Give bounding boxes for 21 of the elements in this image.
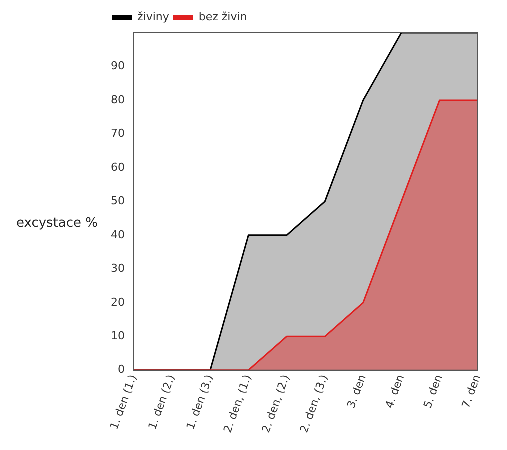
y-axis-title: excystace %	[15, 216, 98, 230]
y-tick-label: 50	[110, 194, 125, 208]
legend-label: živiny	[138, 10, 170, 24]
y-tick-label: 20	[110, 296, 125, 309]
x-tick-label: 1. den (2.)	[146, 373, 178, 432]
y-tick-label: 70	[110, 127, 125, 140]
y-tick-label: 40	[110, 228, 125, 242]
y-tick-label: 60	[110, 160, 125, 174]
x-tick-label: 3. den	[344, 373, 369, 410]
legend-label: bez živin	[198, 10, 248, 24]
x-tick-label: 2. den, (3.)	[298, 373, 331, 435]
x-tick-label: 1. den (3.)	[184, 373, 216, 432]
x-tick-label: 5. den	[421, 373, 446, 410]
y-tick-label: 10	[110, 329, 125, 342]
y-tick-label: 30	[110, 262, 125, 276]
x-tick-label: 4. den	[382, 373, 408, 410]
y-tick-label: 90	[110, 60, 125, 73]
y-tick-label: 80	[110, 93, 125, 106]
x-tick-label: 2. den, (2.)	[259, 373, 292, 435]
x-tick-label: 7. den	[459, 373, 484, 410]
x-tick-label: 2. den, (1.)	[221, 373, 254, 435]
